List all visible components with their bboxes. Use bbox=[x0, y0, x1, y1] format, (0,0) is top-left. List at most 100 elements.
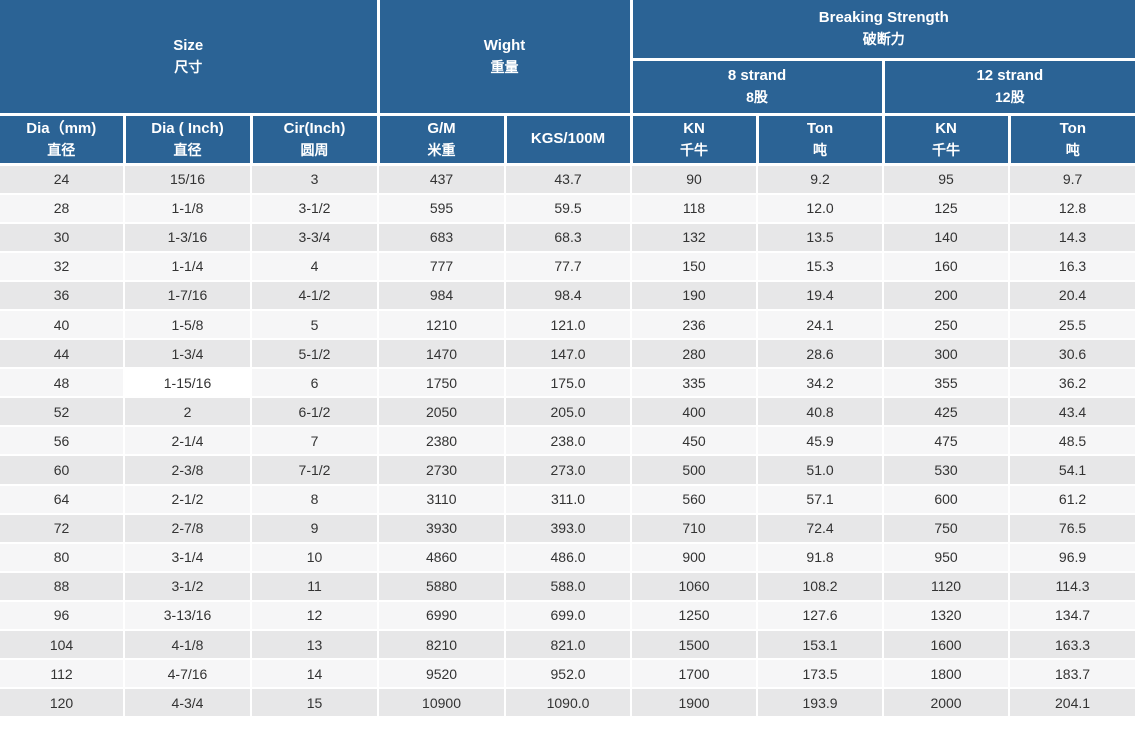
table-cell: 4-7/16 bbox=[123, 658, 252, 690]
table-cell: 68.3 bbox=[504, 221, 633, 253]
strand8-label-en: 8 strand bbox=[727, 67, 787, 84]
table-row: 64 2-1/2 8 3110 311.0 560 57.1 600 61.2 bbox=[0, 483, 1135, 515]
table-cell: 1120 bbox=[882, 570, 1011, 602]
header-col-cir-inch: Cir(Inch) 圆周 bbox=[249, 112, 380, 166]
header-col-ton-12strand: Ton 吨 bbox=[1007, 112, 1135, 166]
table-row: 88 3-1/2 11 5880 588.0 1060 108.2 1120 114.3 bbox=[0, 570, 1135, 602]
table-cell: 45.9 bbox=[756, 425, 885, 457]
table-cell: 9.2 bbox=[756, 163, 885, 195]
table-cell: 48.5 bbox=[1008, 425, 1135, 457]
table-cell: 560 bbox=[630, 483, 759, 515]
table-cell: 8210 bbox=[377, 628, 507, 661]
col-ton8-zh: 吨 bbox=[813, 141, 828, 158]
table-cell: 16.3 bbox=[1008, 250, 1135, 282]
table-row: 120 4-3/4 15 10900 1090.0 1900 193.9 2000 204.1 bbox=[0, 687, 1135, 717]
table-cell: 32 bbox=[0, 250, 125, 282]
table-cell: 72 bbox=[0, 512, 125, 544]
col-kn12-en: KN bbox=[935, 119, 957, 137]
col-ton12-en: Ton bbox=[1059, 119, 1086, 137]
table-cell: 4-1/8 bbox=[123, 628, 252, 661]
size-group-label-zh: 尺寸 bbox=[174, 58, 203, 75]
table-cell: 238.0 bbox=[504, 425, 633, 457]
table-cell: 19.4 bbox=[756, 279, 885, 311]
table-cell: 51.0 bbox=[756, 454, 885, 486]
col-ton12-zh: 吨 bbox=[1065, 141, 1080, 158]
table-cell: 163.3 bbox=[1008, 628, 1135, 661]
table-cell: 2380 bbox=[377, 425, 507, 457]
col-g-per-m-en: G/M bbox=[427, 119, 456, 137]
table-cell: 5-1/2 bbox=[249, 338, 380, 370]
table-cell: 125 bbox=[882, 192, 1011, 224]
table-cell: 699.0 bbox=[504, 599, 633, 632]
header-col-dia-inch: Dia ( Inch) 直径 bbox=[122, 112, 253, 166]
table-cell: 1800 bbox=[882, 658, 1011, 690]
table-cell: 4-1/2 bbox=[249, 279, 380, 311]
table-row: 30 1-3/16 3-3/4 683 68.3 132 13.5 140 14.3 bbox=[0, 221, 1135, 253]
table-cell: 400 bbox=[630, 396, 759, 428]
table-cell: 13 bbox=[249, 628, 380, 661]
table-cell: 132 bbox=[630, 221, 759, 253]
table-cell: 14 bbox=[249, 658, 380, 690]
table-cell: 54.1 bbox=[1008, 454, 1135, 486]
table-cell: 25.5 bbox=[1008, 308, 1135, 341]
table-cell: 10 bbox=[249, 541, 380, 573]
table-cell: 2-1/4 bbox=[123, 425, 252, 457]
table-cell: 14.3 bbox=[1008, 221, 1135, 253]
table-cell: 10900 bbox=[377, 687, 507, 717]
table-row: 52 2 6-1/2 2050 205.0 400 40.8 425 43.4 bbox=[0, 396, 1135, 428]
table-cell: 3-13/16 bbox=[123, 599, 252, 632]
table-cell: 311.0 bbox=[504, 483, 633, 515]
table-cell: 300 bbox=[882, 338, 1011, 370]
size-group-label-en: Size bbox=[173, 36, 204, 54]
table-cell: 173.5 bbox=[756, 658, 885, 690]
table-cell: 1060 bbox=[630, 570, 759, 602]
table-cell: 6990 bbox=[377, 599, 507, 632]
table-cell: 127.6 bbox=[756, 599, 885, 632]
breaking-group-label-zh: 破断力 bbox=[862, 31, 905, 48]
table-cell: 30 bbox=[0, 221, 125, 253]
table-cell: 2730 bbox=[377, 454, 507, 486]
table-cell: 5880 bbox=[377, 570, 507, 602]
table-cell: 475 bbox=[882, 425, 1011, 457]
table-cell: 9 bbox=[249, 512, 380, 544]
table-cell: 183.7 bbox=[1008, 658, 1135, 690]
table-cell: 2050 bbox=[377, 396, 507, 428]
table-cell: 150 bbox=[630, 250, 759, 282]
col-g-per-m-zh: 米重 bbox=[427, 141, 456, 158]
table-cell: 1-3/16 bbox=[123, 221, 252, 253]
table-row: 36 1-7/16 4-1/2 984 98.4 190 19.4 200 20.4 bbox=[0, 279, 1135, 311]
header-col-kgs-100m: KGS/100M bbox=[503, 112, 633, 166]
table-header: Size 尺寸 Wight 重量 Breaking Strength 破断力 8… bbox=[0, 0, 1135, 166]
table-row: 60 2-3/8 7-1/2 2730 273.0 500 51.0 530 54.1 bbox=[0, 454, 1135, 486]
table-row: 56 2-1/4 7 2380 238.0 450 45.9 475 48.5 bbox=[0, 425, 1135, 457]
table-cell: 1320 bbox=[882, 599, 1011, 632]
table-cell: 28.6 bbox=[756, 338, 885, 370]
table-cell: 98.4 bbox=[504, 279, 633, 311]
table-cell: 112 bbox=[0, 658, 125, 690]
table-cell: 1-5/8 bbox=[123, 308, 252, 341]
table-cell: 36 bbox=[0, 279, 125, 311]
weight-group-label-zh: 重量 bbox=[490, 58, 519, 75]
table-cell: 2-7/8 bbox=[123, 512, 252, 544]
table-cell: 595 bbox=[377, 192, 507, 224]
table-cell: 1470 bbox=[377, 338, 507, 370]
table-cell: 20.4 bbox=[1008, 279, 1135, 311]
table-cell: 12.0 bbox=[756, 192, 885, 224]
table-cell: 588.0 bbox=[504, 570, 633, 602]
table-cell: 2-1/2 bbox=[123, 483, 252, 515]
header-12-strand: 12 strand 12股 bbox=[881, 57, 1135, 116]
col-dia-mm-zh: 直径 bbox=[47, 141, 76, 158]
table-cell: 500 bbox=[630, 454, 759, 486]
table-cell: 750 bbox=[882, 512, 1011, 544]
table-cell: 40.8 bbox=[756, 396, 885, 428]
table-cell: 13.5 bbox=[756, 221, 885, 253]
table-cell: 335 bbox=[630, 367, 759, 399]
table-cell: 1600 bbox=[882, 628, 1011, 661]
table-cell: 393.0 bbox=[504, 512, 633, 544]
col-kn8-en: KN bbox=[683, 119, 705, 137]
col-dia-inch-en: Dia ( Inch) bbox=[151, 119, 224, 137]
table-row: 96 3-13/16 12 6990 699.0 1250 127.6 1320 134.7 bbox=[0, 599, 1135, 632]
table-cell: 1250 bbox=[630, 599, 759, 632]
strand12-label-en: 12 strand bbox=[976, 67, 1044, 84]
table-cell: 12.8 bbox=[1008, 192, 1135, 224]
